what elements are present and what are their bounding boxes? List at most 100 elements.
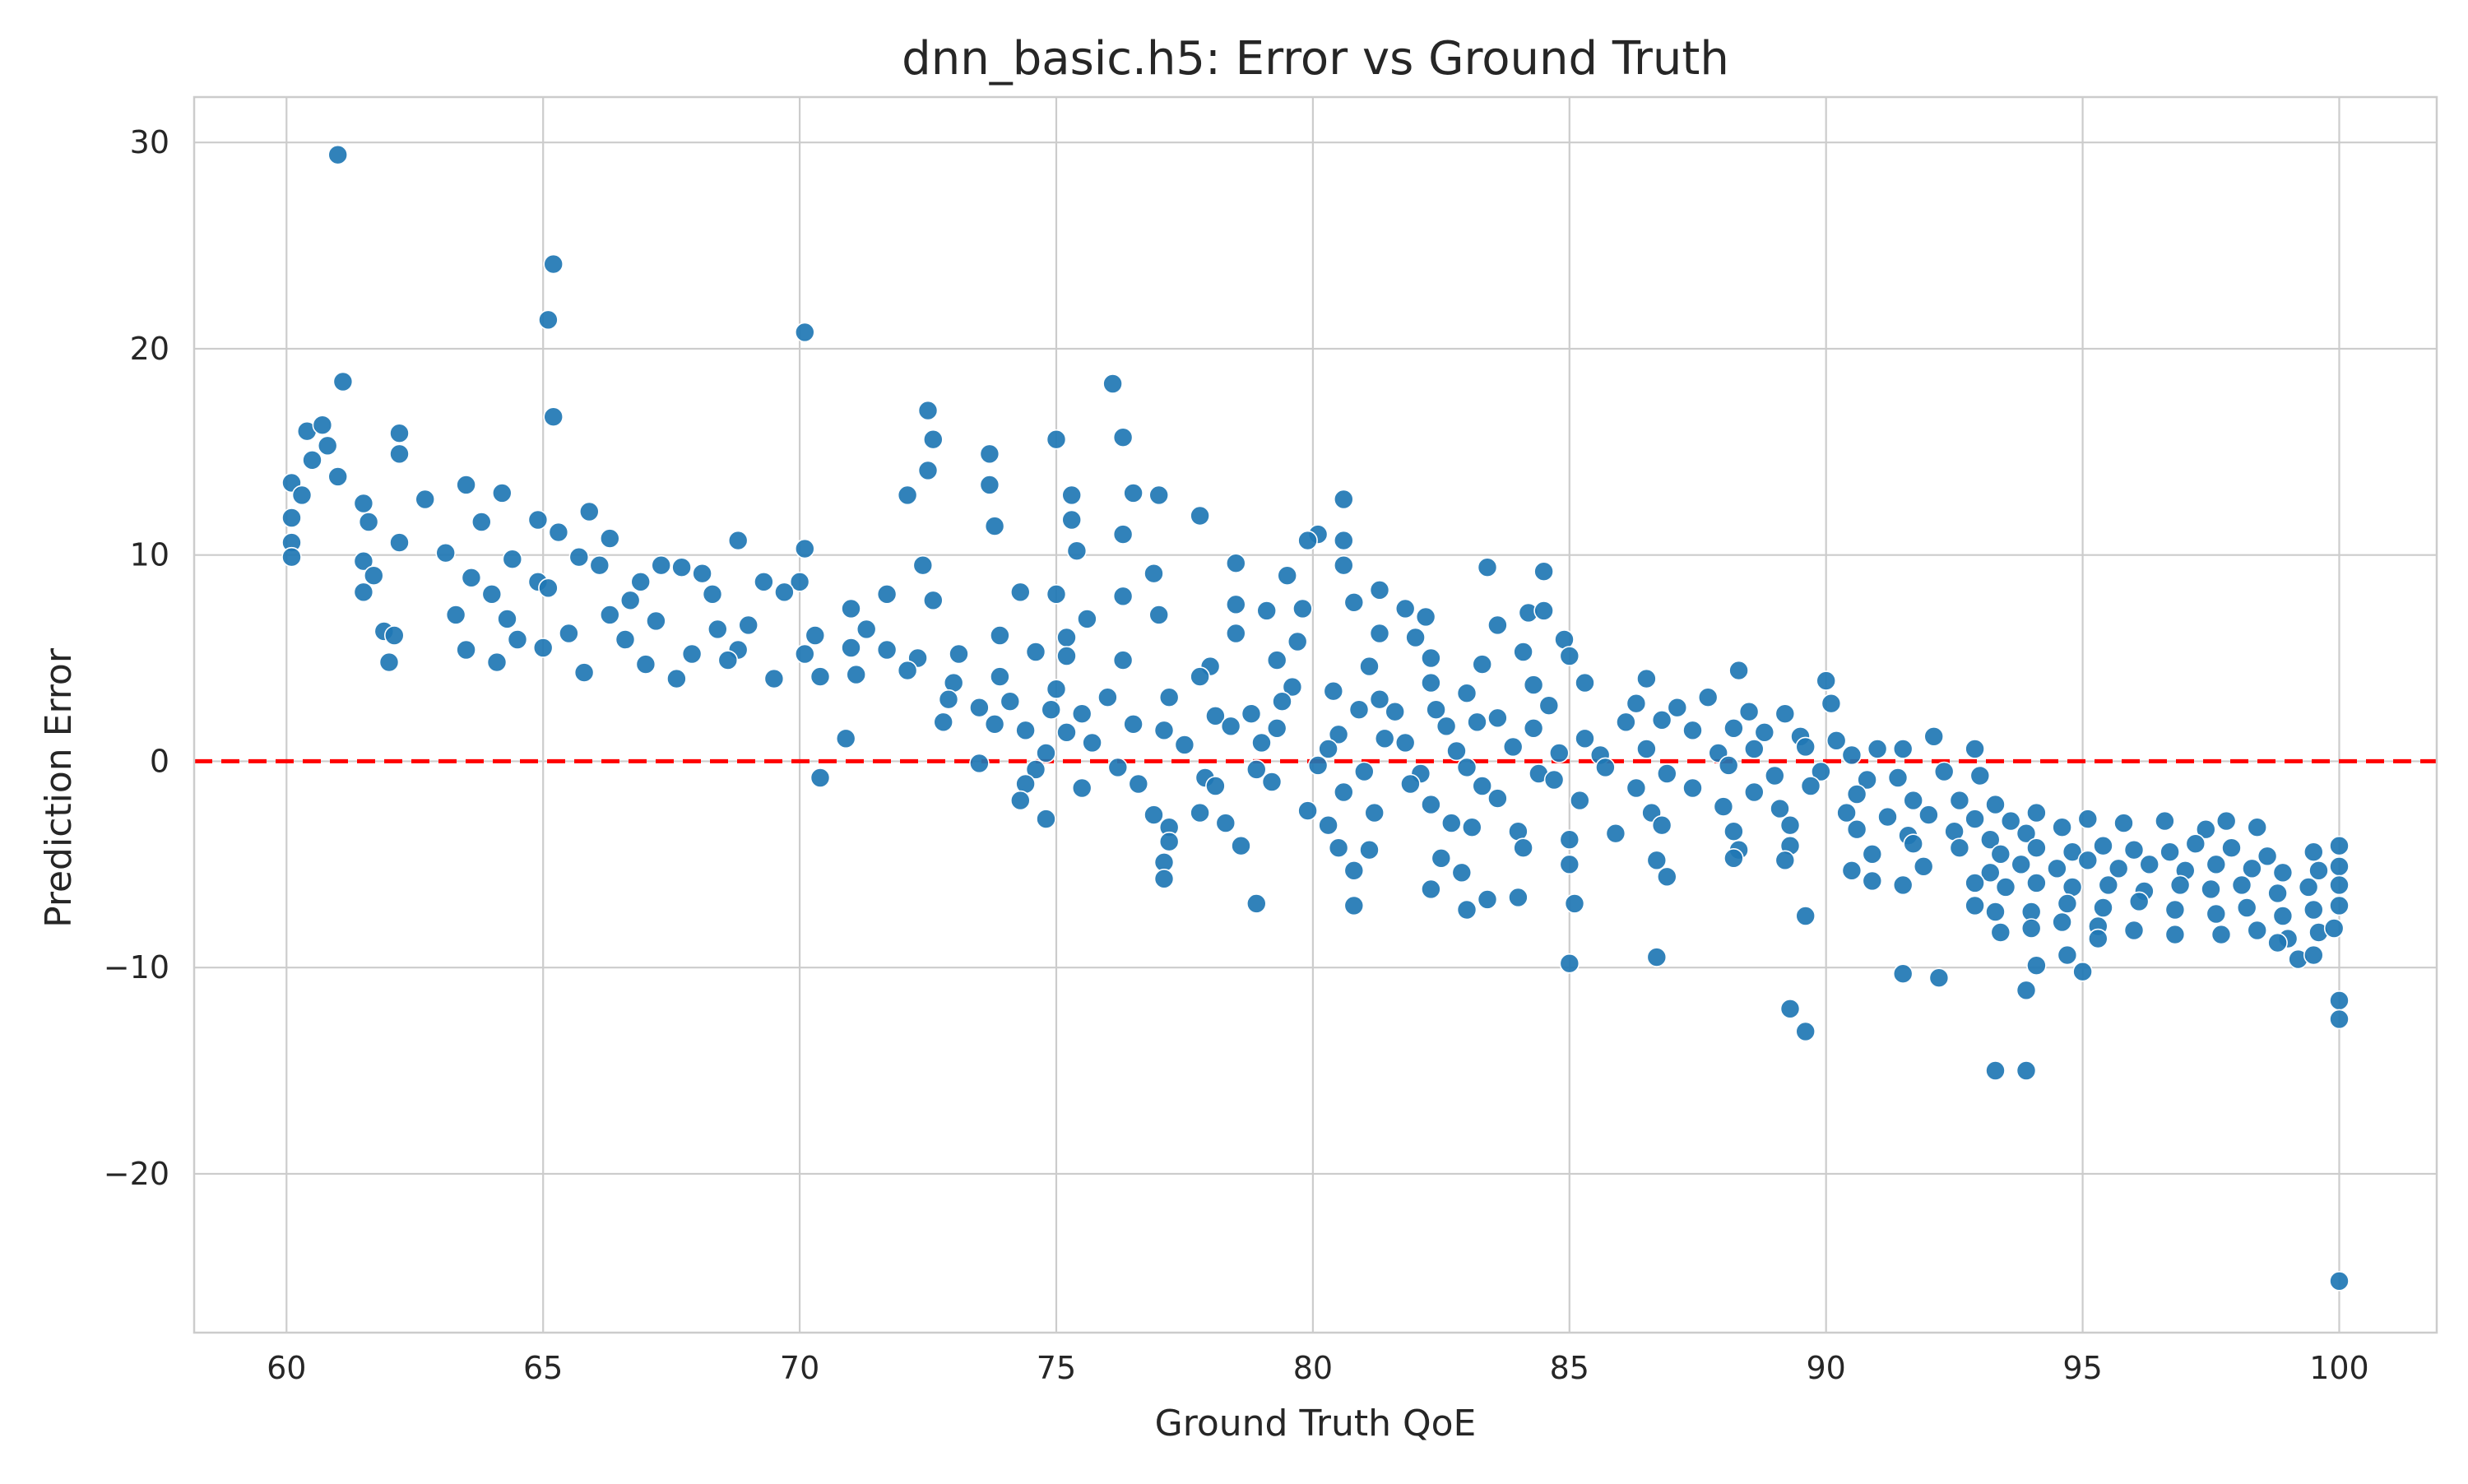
scatter-point bbox=[1431, 848, 1452, 869]
scatter-point bbox=[2329, 874, 2350, 896]
x-tick-label: 85 bbox=[1550, 1350, 1589, 1386]
scatter-point bbox=[1241, 703, 1262, 725]
scatter-point bbox=[389, 443, 410, 465]
scatter-point bbox=[1723, 848, 1744, 869]
scatter-point bbox=[291, 485, 313, 506]
scatter-point bbox=[2272, 862, 2294, 883]
scatter-point bbox=[1862, 844, 1883, 865]
scatter-point bbox=[1795, 736, 1816, 758]
scatter-point bbox=[1025, 642, 1046, 662]
scatter-point bbox=[876, 639, 898, 661]
scatter-point bbox=[1985, 1060, 2006, 1081]
scatter-point bbox=[2206, 854, 2227, 875]
scatter-point bbox=[1841, 744, 1863, 766]
scatter-point bbox=[2139, 854, 2160, 875]
scatter-point bbox=[1980, 829, 2001, 851]
scatter-point bbox=[2329, 856, 2350, 877]
scatter-point bbox=[727, 530, 749, 551]
scatter-point bbox=[969, 697, 990, 718]
scatter-point bbox=[1421, 672, 1441, 693]
scatter-point bbox=[1533, 561, 1554, 582]
scatter-point bbox=[2303, 842, 2324, 862]
x-tick-label: 100 bbox=[2309, 1350, 2369, 1386]
scatter-point bbox=[2016, 823, 2037, 844]
scatter-point bbox=[1174, 735, 1195, 755]
scatter-point bbox=[1800, 776, 1821, 796]
scatter-point bbox=[2329, 990, 2350, 1011]
scatter-point bbox=[1000, 691, 1021, 712]
scatter-point bbox=[1903, 790, 1923, 811]
scatter-point bbox=[1266, 650, 1287, 670]
scatter-point bbox=[1949, 790, 1970, 811]
scatter-point bbox=[1857, 769, 1877, 791]
scatter-point bbox=[1965, 809, 1985, 829]
scatter-point bbox=[2169, 874, 2191, 896]
scatter-point bbox=[707, 619, 728, 640]
scatter-point bbox=[2098, 874, 2119, 896]
scatter-point bbox=[1421, 879, 1441, 900]
scatter-point bbox=[1441, 813, 1462, 833]
scatter-point bbox=[2026, 955, 2047, 976]
scatter-point bbox=[461, 567, 482, 588]
scatter-point bbox=[1636, 739, 1657, 759]
scatter-point bbox=[990, 666, 1010, 687]
scatter-point bbox=[1821, 693, 1842, 714]
scatter-point bbox=[599, 605, 620, 625]
scatter-point bbox=[897, 485, 918, 506]
scatter-point bbox=[1923, 726, 1944, 747]
scatter-point bbox=[1990, 922, 2011, 943]
x-tick-label: 65 bbox=[523, 1350, 563, 1386]
scatter-point bbox=[1226, 594, 1246, 615]
scatter-point bbox=[984, 516, 1005, 536]
scatter-point bbox=[1980, 862, 2001, 883]
scatter-point bbox=[635, 654, 656, 675]
scatter-point bbox=[1456, 757, 1478, 778]
scatter-point bbox=[1825, 730, 1847, 751]
scatter-point bbox=[1343, 895, 1365, 916]
scatter-point bbox=[1071, 777, 1093, 799]
grid-lines bbox=[194, 97, 2437, 1333]
scatter-point bbox=[1446, 740, 1467, 762]
scatter-point bbox=[1472, 654, 1492, 675]
scatter-point bbox=[2247, 817, 2267, 838]
scatter-point bbox=[1795, 906, 1816, 926]
scatter-point bbox=[1559, 646, 1580, 666]
scatter-point bbox=[1256, 601, 1277, 621]
scatter-point bbox=[876, 583, 898, 605]
scatter-point bbox=[1246, 893, 1267, 914]
scatter-point bbox=[353, 493, 374, 514]
x-tick-label: 95 bbox=[2062, 1350, 2102, 1386]
scatter-point bbox=[2257, 846, 2278, 867]
scatter-point bbox=[1415, 606, 1436, 628]
scatter-point bbox=[383, 625, 405, 646]
scatter-point bbox=[923, 429, 944, 450]
scatter-point bbox=[1061, 509, 1082, 531]
scatter-point bbox=[1343, 860, 1365, 881]
scatter-point bbox=[358, 512, 379, 532]
scatter-point bbox=[2272, 906, 2294, 926]
scatter-point bbox=[2047, 858, 2067, 879]
x-tick-label: 75 bbox=[1037, 1350, 1076, 1386]
scatter-point bbox=[599, 528, 620, 549]
y-tick-label: 10 bbox=[130, 537, 169, 573]
scatter-point bbox=[1651, 709, 1672, 730]
scatter-point bbox=[1985, 794, 2006, 815]
scatter-point bbox=[327, 466, 349, 487]
scatter-point bbox=[2016, 980, 2037, 1001]
scatter-point bbox=[2206, 903, 2227, 925]
scatter-point bbox=[979, 443, 1000, 465]
scatter-point bbox=[794, 643, 815, 665]
scatter-point bbox=[1846, 784, 1867, 805]
scatter-point bbox=[979, 475, 1000, 495]
scatter-point bbox=[2093, 897, 2113, 918]
scatter-point bbox=[1867, 739, 1888, 759]
scatter-point bbox=[1877, 806, 1898, 828]
scatter-point bbox=[1061, 485, 1082, 506]
scatter-point bbox=[2164, 899, 2186, 921]
scatter-point bbox=[1682, 720, 1703, 741]
scatter-point bbox=[1112, 650, 1134, 670]
scatter-point bbox=[1846, 819, 1867, 840]
scatter-point bbox=[1369, 689, 1390, 710]
scatter-point bbox=[1646, 947, 1668, 967]
scatter-point bbox=[646, 610, 666, 632]
